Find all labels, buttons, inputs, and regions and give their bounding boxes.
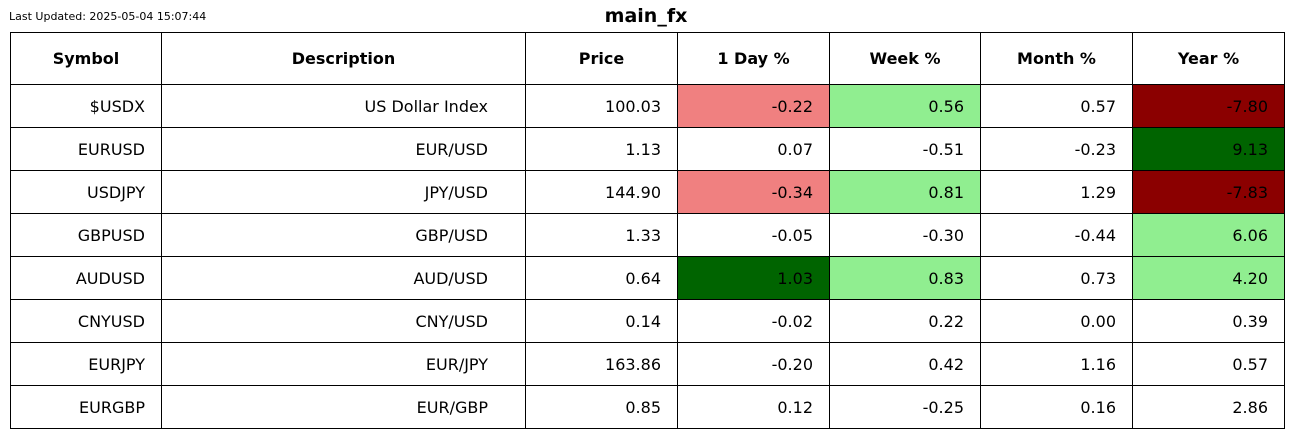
cell-price: 0.14 xyxy=(525,299,678,343)
cell-year-pct: 0.57 xyxy=(1132,342,1285,386)
cell-week-pct: -0.51 xyxy=(829,127,981,171)
cell-symbol: EURUSD xyxy=(10,127,162,171)
table-title: main_fx xyxy=(604,5,688,27)
cell-price: 144.90 xyxy=(525,170,678,214)
cell-week-pct: 0.22 xyxy=(829,299,981,343)
cell-description: EUR/GBP xyxy=(161,385,526,429)
fx-table: Symbol Description Price 1 Day % Week % … xyxy=(10,32,1285,429)
cell-price: 163.86 xyxy=(525,342,678,386)
cell-year-pct: -7.83 xyxy=(1132,170,1285,214)
cell-1-day-pct: -0.05 xyxy=(677,213,830,257)
cell-week-pct: 0.83 xyxy=(829,256,981,300)
cell-description: JPY/USD xyxy=(161,170,526,214)
table-row: $USDX US Dollar Index 100.03 -0.22 0.56 0.57-… xyxy=(10,84,1285,128)
cell-week-pct: -0.30 xyxy=(829,213,981,257)
cell-symbol: EURGBP xyxy=(10,385,162,429)
table-row: AUDUSD AUD/USD 0.64 1.03 0.83 0.73 4.20 xyxy=(10,256,1285,300)
header-month-pct: Month % xyxy=(980,32,1133,85)
last-updated-timestamp: Last Updated: 2025-05-04 15:07:44 xyxy=(9,10,207,23)
header-description: Description xyxy=(161,32,526,85)
table-row: EURGBP EUR/GBP 0.85 0.12 -0.25 0.16 2.86 xyxy=(10,385,1285,429)
cell-month-pct: 0.57 xyxy=(980,84,1133,128)
cell-week-pct: 0.56 xyxy=(829,84,981,128)
cell-month-pct: 0.16 xyxy=(980,385,1133,429)
cell-month-pct: -0.44 xyxy=(980,213,1133,257)
cell-1-day-pct: -0.34 xyxy=(677,170,830,214)
cell-year-pct: 6.06 xyxy=(1132,213,1285,257)
cell-symbol: USDJPY xyxy=(10,170,162,214)
cell-1-day-pct: -0.22 xyxy=(677,84,830,128)
cell-description: US Dollar Index xyxy=(161,84,526,128)
cell-week-pct: -0.25 xyxy=(829,385,981,429)
cell-year-pct: -7.80 xyxy=(1132,84,1285,128)
cell-price: 1.13 xyxy=(525,127,678,171)
cell-symbol: AUDUSD xyxy=(10,256,162,300)
cell-year-pct: 9.13 xyxy=(1132,127,1285,171)
table-row: USDJPY JPY/USD 144.90 -0.34 0.81 1.29 -7.83 xyxy=(10,170,1285,214)
cell-symbol: EURJPY xyxy=(10,342,162,386)
table-row: EURJPY EUR/JPY 163.86 -0.20 0.42 1.16 0.57 xyxy=(10,342,1285,386)
cell-week-pct: 0.42 xyxy=(829,342,981,386)
table-row: EURUSD EUR/USD 1.13 0.07 -0.51 -0.23 9.13 xyxy=(10,127,1285,171)
cell-symbol: GBPUSD xyxy=(10,213,162,257)
cell-description: EUR/USD xyxy=(161,127,526,171)
table-row: GBPUSD GBP/USD 1.33 -0.05 -0.30 -0.44 6.06 xyxy=(10,213,1285,257)
header-symbol: Symbol xyxy=(10,32,162,85)
cell-price: 0.85 xyxy=(525,385,678,429)
cell-price: 1.33 xyxy=(525,213,678,257)
cell-week-pct: 0.81 xyxy=(829,170,981,214)
cell-year-pct: 2.86 xyxy=(1132,385,1285,429)
cell-1-day-pct: -0.20 xyxy=(677,342,830,386)
cell-price: 0.64 xyxy=(525,256,678,300)
cell-1-day-pct: 0.12 xyxy=(677,385,830,429)
cell-year-pct: 4.20 xyxy=(1132,256,1285,300)
cell-1-day-pct: 0.07 xyxy=(677,127,830,171)
cell-description: GBP/USD xyxy=(161,213,526,257)
cell-month-pct: 1.16 xyxy=(980,342,1133,386)
header-year-pct: Year % xyxy=(1132,32,1285,85)
header-week-pct: Week % xyxy=(829,32,981,85)
cell-symbol: $USDX xyxy=(10,84,162,128)
cell-1-day-pct: 1.03 xyxy=(677,256,830,300)
table-row: CNYUSD CNY/USD 0.14 -0.02 0.22 0.00 0.39 xyxy=(10,299,1285,343)
cell-1-day-pct: -0.02 xyxy=(677,299,830,343)
cell-symbol: CNYUSD xyxy=(10,299,162,343)
cell-month-pct: 0.73 xyxy=(980,256,1133,300)
cell-year-pct: 0.39 xyxy=(1132,299,1285,343)
header-row: Symbol Description Price 1 Day % Week % … xyxy=(10,32,1285,85)
cell-month-pct: 1.29 xyxy=(980,170,1133,214)
header-price: Price xyxy=(525,32,678,85)
cell-month-pct: -0.23 xyxy=(980,127,1133,171)
cell-month-pct: 0.00 xyxy=(980,299,1133,343)
header-1-day-pct: 1 Day % xyxy=(677,32,830,85)
cell-price: 100.03 xyxy=(525,84,678,128)
cell-description: AUD/USD xyxy=(161,256,526,300)
cell-description: EUR/JPY xyxy=(161,342,526,386)
cell-description: CNY/USD xyxy=(161,299,526,343)
